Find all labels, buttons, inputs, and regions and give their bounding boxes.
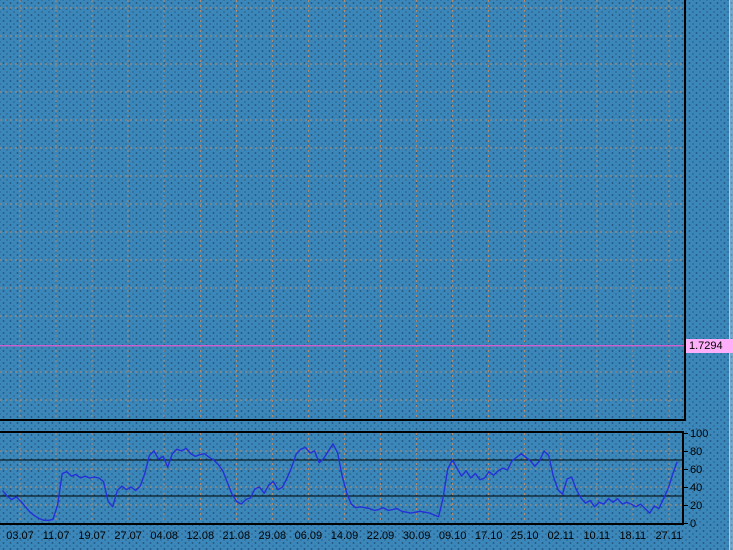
main-grid	[0, 0, 684, 419]
date-axis-label: 17.10	[474, 530, 503, 542]
axis-tick-mark	[683, 523, 688, 524]
date-axis-label: 21.08	[222, 530, 251, 542]
price-axis[interactable]: 1.85001.84001.83001.82001.81001.80001.79…	[686, 0, 733, 431]
oscillator-line	[1, 443, 678, 521]
date-axis-label: 06.09	[294, 530, 323, 542]
oscillator-axis-label: 100	[690, 428, 709, 440]
date-axis-label: 27.11	[655, 530, 683, 542]
oscillator-panel[interactable]	[0, 431, 684, 525]
date-axis-label: 11.07	[42, 530, 70, 542]
oscillator-axis-label: 20	[690, 500, 703, 512]
date-axis-label: 25.10	[510, 530, 539, 542]
date-axis-label: 12.08	[186, 530, 215, 542]
oscillator-grid	[0, 433, 682, 523]
axis-tick-mark	[683, 451, 688, 452]
date-axis-label: 27.07	[114, 530, 142, 542]
price-chart-panel[interactable]	[0, 0, 686, 421]
date-axis-label: 04.08	[150, 530, 178, 542]
oscillator-axis-label: 40	[690, 482, 703, 494]
oscillator-axis: 100 80 60 40 20 0	[683, 428, 733, 530]
date-axis-label: 19.07	[78, 530, 106, 542]
date-axis-label: 14.09	[330, 530, 359, 542]
date-axis-label: 18.11	[619, 530, 647, 542]
date-axis-label: 03.07	[6, 530, 34, 542]
axis-tick-mark	[683, 487, 688, 488]
oscillator-axis-label: 60	[690, 464, 703, 476]
axis-tick-mark	[683, 469, 688, 470]
axis-tick-mark	[683, 433, 688, 434]
date-axis-label: 22.09	[366, 530, 395, 542]
axis-tick-mark	[683, 505, 688, 506]
date-axis-label: 29.08	[258, 530, 287, 542]
oscillator-canvas[interactable]	[0, 433, 682, 523]
current-price-label: 1.7294	[686, 339, 733, 353]
date-axis-label: 30.09	[402, 530, 431, 542]
oscillator-axis-label: 0	[690, 518, 697, 530]
date-axis-label: 09.10	[438, 530, 467, 542]
price-chart-canvas[interactable]	[0, 0, 684, 419]
date-axis-label: 02.11	[547, 530, 575, 542]
time-axis[interactable]: 03.07 11.07 19.07 27.07 04.08 12.08 21.08 29.08…	[0, 528, 690, 546]
window-edge-highlight	[729, 0, 733, 550]
oscillator-axis-label: 80	[690, 446, 703, 458]
date-axis-label: 10.11	[583, 530, 611, 542]
